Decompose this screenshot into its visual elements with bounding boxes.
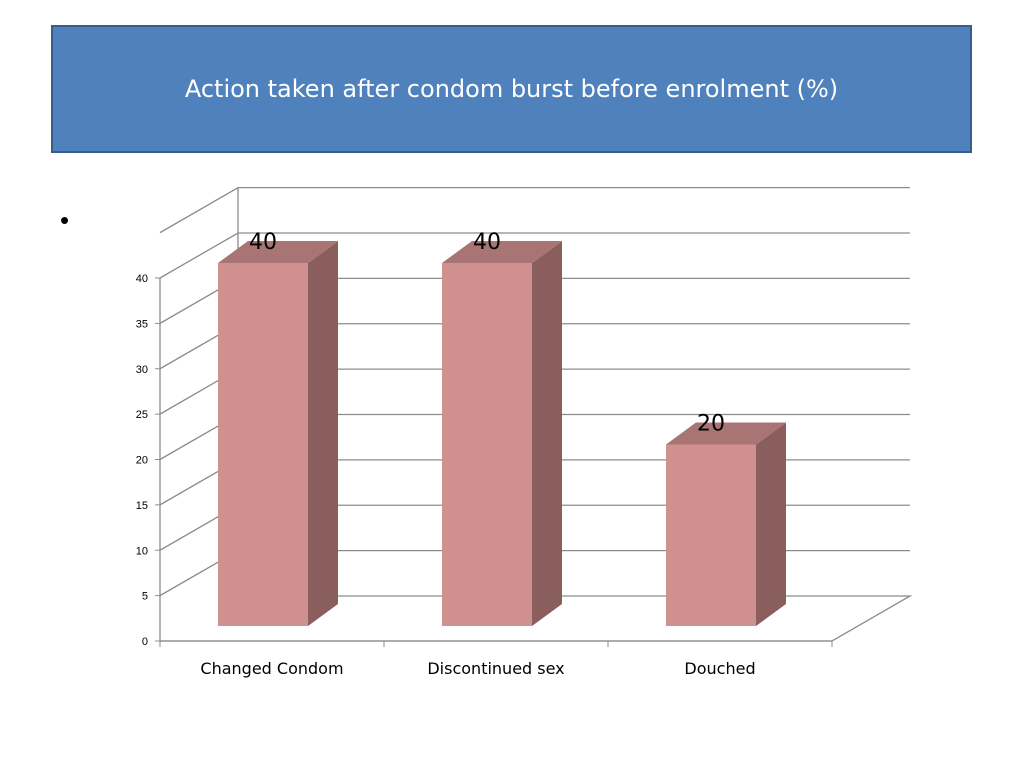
bar-side bbox=[532, 241, 562, 626]
title-banner: Action taken after condom burst before e… bbox=[51, 25, 972, 153]
chart-bars bbox=[218, 241, 786, 626]
y-tick-label: 25 bbox=[136, 409, 148, 421]
x-category-label: Changed Condom bbox=[200, 659, 343, 678]
y-tick-label: 5 bbox=[142, 591, 148, 603]
bar bbox=[218, 263, 308, 626]
bar bbox=[666, 444, 756, 626]
y-tick-label: 35 bbox=[136, 318, 148, 330]
slide-title: Action taken after condom burst before e… bbox=[184, 75, 839, 103]
bar-top bbox=[666, 422, 786, 445]
bar-top bbox=[442, 241, 562, 263]
gridline bbox=[159, 232, 910, 279]
bullet-point: • bbox=[60, 205, 70, 235]
y-tick-label: 20 bbox=[136, 455, 148, 467]
data-label: 20 bbox=[697, 412, 725, 437]
x-category-label: Discontinued sex bbox=[427, 659, 564, 678]
chart-axes bbox=[155, 277, 833, 647]
y-tick-label: 15 bbox=[136, 500, 148, 512]
gridline bbox=[159, 186, 910, 234]
bar-top bbox=[218, 241, 338, 263]
chart-labels: 0 5 10 15 20 25 30 35 40 40 Changed Condom 40 Discon… bbox=[136, 230, 756, 678]
data-label: 40 bbox=[249, 230, 277, 255]
data-label: 40 bbox=[473, 230, 501, 255]
bar-side bbox=[308, 241, 338, 626]
bar-side bbox=[756, 422, 786, 626]
y-tick-label: 40 bbox=[136, 273, 148, 285]
y-tick-label: 0 bbox=[142, 636, 148, 648]
y-tick-label: 10 bbox=[136, 545, 148, 557]
y-tick-label: 30 bbox=[136, 364, 148, 376]
x-category-label: Douched bbox=[684, 659, 755, 678]
bar bbox=[442, 263, 532, 626]
